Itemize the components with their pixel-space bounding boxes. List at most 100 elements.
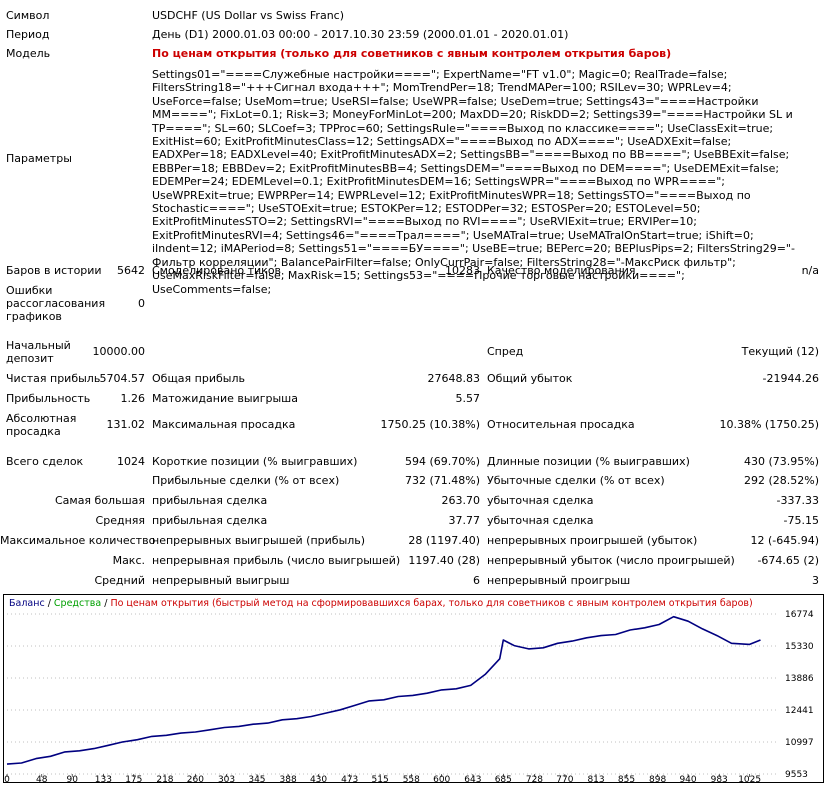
profit-factor-label: Прибыльность	[6, 392, 91, 405]
x-tick-label: 90	[66, 775, 78, 783]
avg-profit-label: прибыльная сделка	[152, 514, 268, 527]
errors-label-1: Ошибки	[6, 284, 53, 297]
x-tick-label: 473	[341, 775, 358, 783]
max-count-losses-value: 12 (-645.94)	[750, 534, 819, 547]
model-value: По ценам открытия (только для советников…	[152, 47, 672, 60]
x-tick-label: 430	[310, 775, 327, 783]
profit-trades-label: Прибыльные сделки (% от всех)	[152, 474, 340, 487]
period-label: Период	[6, 28, 50, 41]
x-tick-label: 558	[403, 775, 420, 783]
x-tick-label: 770	[556, 775, 573, 783]
chart-grid	[7, 613, 779, 775]
largest-profit-value: 263.70	[441, 494, 481, 507]
balance-chart: Баланс / Средства / По ценам открытия (б…	[3, 594, 824, 783]
x-tick-label: 855	[618, 775, 635, 783]
max-count-losses-label: непрерывных проигрышей (убыток)	[487, 534, 698, 547]
net-profit-label: Чистая прибыль	[6, 372, 101, 385]
short-label: Короткие позиции (% выигравших)	[152, 455, 358, 468]
x-tick-label: 218	[156, 775, 173, 783]
max-profit-value: 1197.40 (28)	[408, 554, 480, 567]
y-tick-label: 12441	[785, 706, 814, 716]
profit-trades-value: 732 (71.48%)	[404, 474, 480, 487]
x-tick-label: 345	[248, 775, 265, 783]
x-tick-label: 728	[526, 775, 543, 783]
x-tick-label: 1025	[738, 775, 761, 783]
series-line-balance	[6, 615, 761, 765]
avg-profit-value: 37.77	[448, 514, 481, 527]
max-loss-label: непрерывный убыток (число проигрышей)	[487, 554, 735, 567]
x-tick-label: 48	[36, 775, 48, 783]
avg-consecutive-win-value: 6	[473, 574, 480, 587]
largest-label: Самая большая	[54, 494, 145, 507]
chart-series	[6, 615, 761, 765]
profit-factor-value: 1.26	[120, 392, 146, 405]
deposit-label-1: Начальный	[6, 339, 71, 352]
long-label: Длинные позиции (% выигравших)	[487, 455, 690, 468]
errors-label-3: графиков	[6, 310, 62, 323]
legend-sep-1: /	[45, 598, 54, 609]
max-label: Макс.	[112, 554, 145, 567]
ticks-value: 10283	[445, 264, 480, 277]
avg-consecutive-win-label: непрерывный выигрыш	[152, 574, 290, 587]
quality-value: n/a	[801, 264, 819, 277]
spread-value: Текущий (12)	[741, 345, 819, 358]
y-tick-label: 16774	[785, 610, 814, 620]
x-tick-label: 600	[433, 775, 450, 783]
period-value: День (D1) 2000.01.03 00:00 - 2017.10.30 …	[152, 28, 569, 41]
legend-model: По ценам открытия (быстрый метод на сфор…	[110, 598, 752, 609]
x-tick-label: 175	[125, 775, 142, 783]
model-label: Модель	[6, 47, 51, 60]
x-tick-label: 515	[372, 775, 389, 783]
x-tick-label: 898	[649, 775, 666, 783]
max-loss-value: -674.65 (2)	[757, 554, 819, 567]
legend-sep-2: /	[101, 598, 110, 609]
avg-consecutive-label: Средний	[94, 574, 145, 587]
legend-balance: Баланс	[9, 598, 45, 609]
avg-consecutive-loss-label: непрерывный проигрыш	[487, 574, 631, 587]
bars-label: Баров в истории	[6, 264, 102, 277]
chart-svg: Баланс / Средства / По ценам открытия (б…	[3, 594, 824, 783]
y-tick-label: 13886	[785, 674, 814, 684]
trades-value: 1024	[117, 455, 145, 468]
avg-loss-label: убыточная сделка	[487, 514, 594, 527]
x-tick-label: 260	[187, 775, 204, 783]
abs-dd-label-1: Абсолютная	[6, 412, 77, 425]
chart-y-ticks: 16774 15330 13886 12441 10997 9553	[785, 610, 814, 780]
symbol-label: Символ	[6, 9, 50, 22]
errors-value: 0	[138, 297, 145, 310]
legend-equity: Средства	[54, 598, 101, 609]
x-tick-label: 685	[495, 775, 512, 783]
max-dd-label: Максимальная просадка	[152, 418, 296, 431]
quality-label: Качество моделирования	[487, 264, 636, 277]
short-value: 594 (69.70%)	[404, 455, 480, 468]
net-profit-value: 5704.57	[99, 372, 146, 385]
rel-dd-label: Относительная просадка	[487, 418, 635, 431]
loss-trades-label: Убыточные сделки (% от всех)	[487, 474, 665, 487]
deposit-label-2: депозит	[6, 352, 54, 365]
x-tick-label: 133	[95, 775, 112, 783]
chart-frame	[3, 594, 824, 783]
errors-label-2: рассогласования	[6, 297, 106, 310]
gross-profit-value: 27648.83	[427, 372, 481, 385]
y-tick-label: 10997	[785, 738, 814, 748]
payoff-label: Матожидание выигрыша	[152, 392, 298, 405]
trades-label: Всего сделок	[6, 455, 84, 468]
x-tick-label: 983	[711, 775, 728, 783]
payoff-value: 5.57	[455, 392, 481, 405]
largest-loss-value: -337.33	[776, 494, 819, 507]
x-tick-label: 940	[679, 775, 696, 783]
y-tick-label: 15330	[785, 642, 814, 652]
chart-legend: Баланс / Средства / По ценам открытия (б…	[9, 598, 753, 609]
x-tick-label: 388	[280, 775, 297, 783]
loss-trades-value: 292 (28.52%)	[743, 474, 819, 487]
abs-dd-value: 131.02	[106, 418, 146, 431]
gross-loss-label: Общий убыток	[487, 372, 573, 385]
max-count-wins-label: непрерывных выигрышей (прибыль)	[152, 534, 366, 547]
max-count-wins-value: 28 (1197.40)	[408, 534, 480, 547]
params-value: Settings01="====Служебные настройки===="…	[152, 68, 795, 296]
avg-loss-value: -75.15	[783, 514, 819, 527]
ticks-label: Смоделировано тиков	[152, 264, 282, 277]
x-tick-label: 0	[4, 775, 10, 783]
rel-dd-value: 10.38% (1750.25)	[719, 418, 819, 431]
